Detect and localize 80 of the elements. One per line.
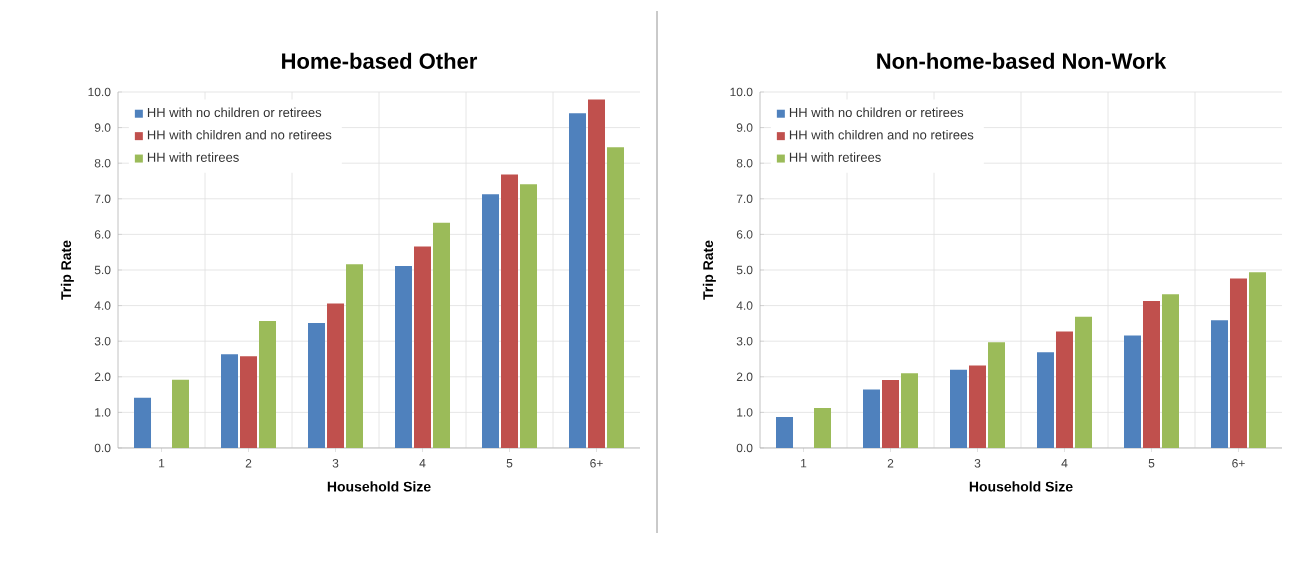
bar xyxy=(414,246,431,448)
legend-label: HH with children and no retirees xyxy=(789,129,974,140)
y-tick-label: 0.0 xyxy=(94,443,111,453)
legend-label: HH with no children or retirees xyxy=(147,107,322,118)
y-tick-label: 5.0 xyxy=(94,265,111,275)
bar xyxy=(1229,278,1247,448)
bar xyxy=(395,266,412,448)
bar xyxy=(776,417,793,448)
bar xyxy=(988,342,1005,448)
legend-label: HH with retirees xyxy=(789,152,881,162)
bar xyxy=(1143,300,1160,448)
x-tick-label: 6+ xyxy=(590,459,603,468)
y-axis-title: Trip Rate xyxy=(60,240,74,300)
y-tick-label: 6.0 xyxy=(94,230,111,239)
bar xyxy=(950,369,967,448)
bar xyxy=(588,99,605,448)
y-tick-label: 4.0 xyxy=(736,301,753,310)
bar xyxy=(346,264,364,448)
chart-title: Home-based Other xyxy=(282,52,478,69)
y-tick-label: 2.0 xyxy=(94,372,111,382)
bar xyxy=(882,379,899,448)
y-tick-label: 5.0 xyxy=(736,265,753,275)
bar xyxy=(501,174,519,448)
legend-label: HH with children and no retirees xyxy=(147,129,332,140)
x-axis-title: Household Size xyxy=(327,481,431,492)
y-tick-label: 3.0 xyxy=(94,336,111,346)
bar xyxy=(1124,335,1141,448)
y-tick-label: 3.0 xyxy=(736,336,753,346)
bar xyxy=(569,113,586,448)
bar xyxy=(901,373,918,448)
bar xyxy=(1162,294,1179,448)
y-tick-label: 1.0 xyxy=(737,408,753,417)
x-tick-label: 2 xyxy=(887,459,894,468)
x-axis-title: Household Size xyxy=(969,481,1073,492)
x-tick-label: 5 xyxy=(1148,459,1155,468)
x-tick-label: 4 xyxy=(1061,459,1068,468)
bar xyxy=(433,222,450,448)
chart-title: Non-home-based Non-Work xyxy=(877,52,1167,69)
y-tick-label: 8.0 xyxy=(94,158,111,168)
bar xyxy=(1248,272,1266,448)
bar xyxy=(1210,320,1228,448)
bar xyxy=(134,397,152,448)
x-tick-label: 3 xyxy=(332,459,339,468)
bar xyxy=(607,147,624,448)
y-tick-label: 6.0 xyxy=(736,230,753,239)
bar xyxy=(969,365,986,448)
bar xyxy=(308,323,326,448)
x-tick-label: 1 xyxy=(801,459,807,468)
legend-label: HH with no children or retirees xyxy=(789,107,964,118)
y-tick-label: 7.0 xyxy=(736,194,753,204)
bar xyxy=(1056,331,1073,448)
x-tick-label: 6+ xyxy=(1232,459,1245,468)
bar xyxy=(240,356,258,448)
y-tick-label: 8.0 xyxy=(736,158,753,168)
bar xyxy=(172,379,190,448)
x-tick-label: 2 xyxy=(245,459,252,468)
y-tick-label: 9.0 xyxy=(736,123,753,132)
x-tick-label: 1 xyxy=(159,459,165,468)
bar xyxy=(1037,352,1054,448)
x-tick-label: 4 xyxy=(419,459,426,468)
bar xyxy=(482,194,500,448)
y-axis-title: Trip Rate xyxy=(702,240,716,300)
y-tick-label: 9.0 xyxy=(94,123,111,132)
bar xyxy=(520,184,538,448)
bar xyxy=(259,320,277,448)
bar xyxy=(327,303,345,448)
legend-label: HH with retirees xyxy=(147,152,239,162)
y-tick-label: 4.0 xyxy=(94,301,111,310)
x-tick-label: 5 xyxy=(506,459,513,468)
y-tick-label: 10.0 xyxy=(88,87,111,97)
bar xyxy=(221,354,239,448)
y-tick-label: 7.0 xyxy=(94,194,111,204)
y-tick-label: 1.0 xyxy=(95,408,111,417)
bar xyxy=(814,408,831,448)
x-tick-label: 3 xyxy=(974,459,981,468)
bar xyxy=(863,389,880,448)
y-tick-label: 2.0 xyxy=(736,372,753,382)
y-tick-label: 10.0 xyxy=(730,87,753,97)
y-tick-label: 0.0 xyxy=(736,443,753,453)
bar xyxy=(1075,316,1092,448)
